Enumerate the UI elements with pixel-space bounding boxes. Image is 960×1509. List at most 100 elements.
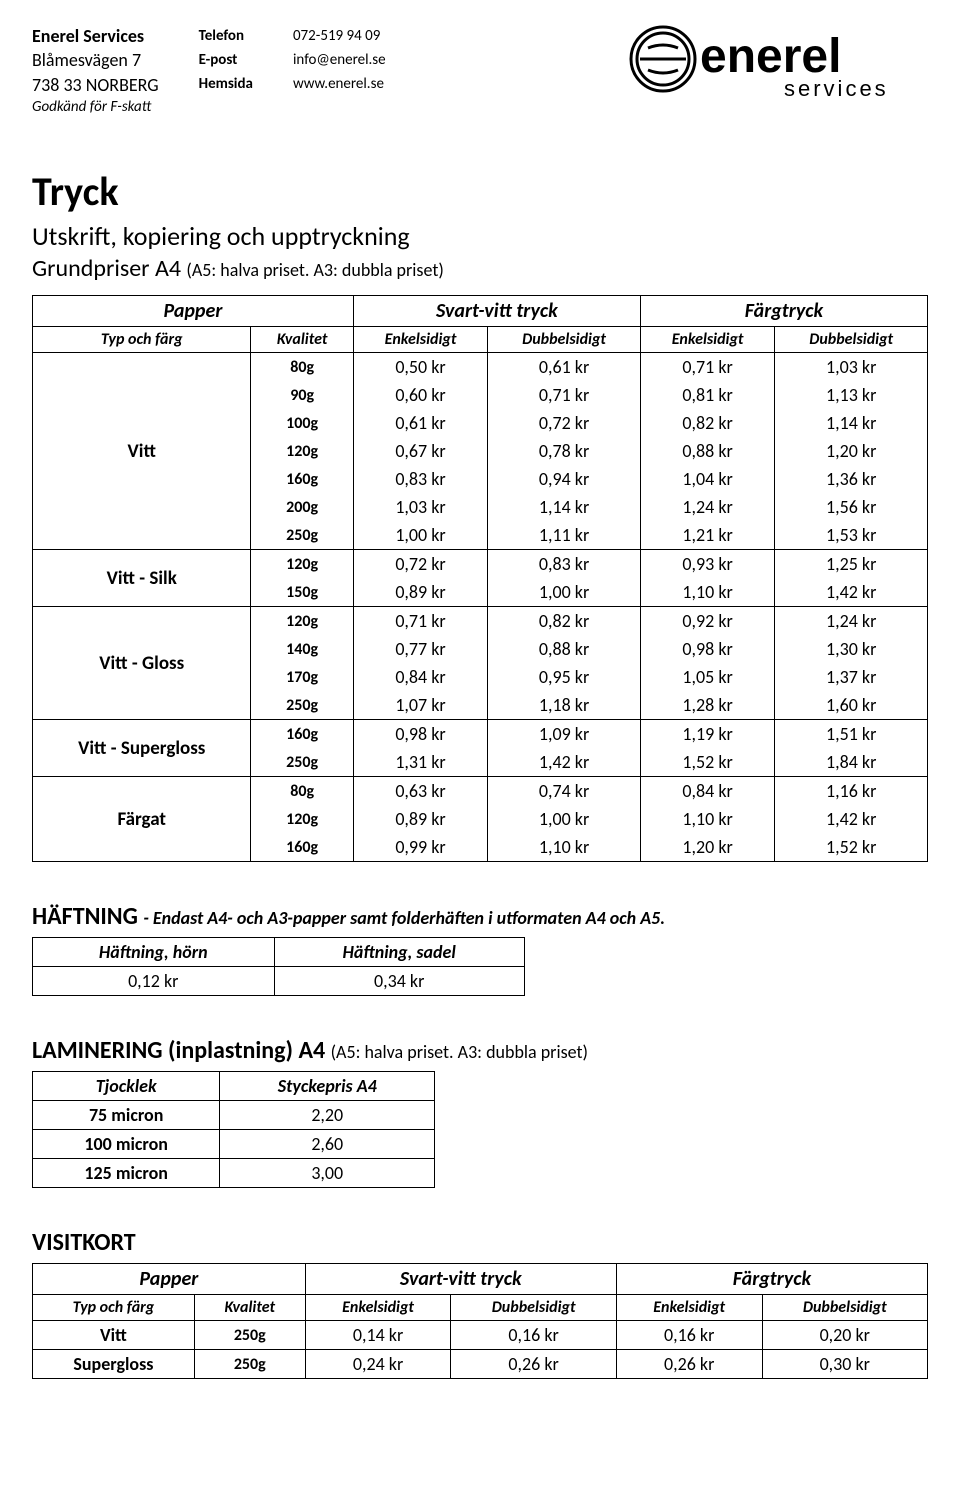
visitkort-title: VISITKORT — [32, 1228, 928, 1257]
subtitle2-main: Grundpriser A4 — [32, 254, 186, 283]
price-cell: 1,10 kr — [640, 805, 774, 833]
visit-h1-2: Svart-vitt tryck — [305, 1264, 616, 1295]
quality-cell: 120g — [251, 437, 353, 465]
subtitle2: Grundpriser A4 (A5: halva priset. A3: du… — [32, 254, 928, 283]
page-header: Enerel Services Blåmesvägen 7 738 33 NOR… — [32, 24, 928, 117]
price-cell: 1,52 kr — [775, 833, 928, 862]
type-cell: Vitt - Gloss — [33, 607, 251, 720]
price-cell: 0,98 kr — [640, 635, 774, 663]
price-cell: 1,19 kr — [640, 720, 774, 749]
quality-cell: 170g — [251, 663, 353, 691]
price-cell: 0,63 kr — [353, 777, 487, 806]
value-phone: 072-519 94 09 — [293, 24, 386, 48]
price-cell: 1,52 kr — [640, 748, 774, 777]
price-cell: 1,04 kr — [640, 465, 774, 493]
price-cell: 1,11 kr — [488, 521, 641, 550]
price-cell: 0,72 kr — [353, 550, 487, 579]
table-row: Vitt80g0,50 kr0,61 kr0,71 kr1,03 kr — [33, 353, 928, 382]
haftning-title-text: HÄFTNING — [32, 902, 143, 931]
price-cell: 1,60 kr — [775, 691, 928, 720]
haftning-h1: Häftning, hörn — [33, 938, 275, 967]
price-cell: 0,81 kr — [640, 381, 774, 409]
price-cell: 1,18 kr — [488, 691, 641, 720]
quality-cell: 140g — [251, 635, 353, 663]
hdr1-farg: Färgtryck — [640, 296, 927, 327]
lam-price-cell: 2,60 — [220, 1130, 435, 1159]
price-cell: 0,72 kr — [488, 409, 641, 437]
type-cell: Vitt — [33, 353, 251, 550]
price-cell: 1,20 kr — [775, 437, 928, 465]
price-table: Papper Svart-vitt tryck Färgtryck Typ oc… — [32, 295, 928, 862]
price-table-header2: Typ och färg Kvalitet Enkelsidigt Dubbel… — [33, 327, 928, 353]
price-cell: 0,20 kr — [762, 1321, 927, 1350]
quality-cell: 80g — [251, 777, 353, 806]
table-row: Vitt - Silk120g0,72 kr0,83 kr0,93 kr1,25… — [33, 550, 928, 579]
price-cell: 0,16 kr — [616, 1321, 762, 1350]
haftning-table: Häftning, hörn Häftning, sadel 0,12 kr 0… — [32, 937, 525, 996]
quality-cell: 250g — [194, 1321, 305, 1350]
price-cell: 1,00 kr — [488, 805, 641, 833]
label-web: Hemsida — [199, 72, 253, 96]
haftning-note: - Endast A4- och A3-papper samt folderhä… — [143, 907, 665, 929]
haftning-header-row: Häftning, hörn Häftning, sadel — [33, 938, 525, 967]
type-cell: Vitt - Supergloss — [33, 720, 251, 777]
quality-cell: 120g — [251, 550, 353, 579]
type-cell: Vitt — [33, 1321, 195, 1350]
lam-thickness-cell: 125 micron — [33, 1159, 220, 1188]
quality-cell: 250g — [251, 521, 353, 550]
price-cell: 0,83 kr — [488, 550, 641, 579]
visit-h2-6: Dubbelsidigt — [762, 1295, 927, 1321]
price-cell: 0,67 kr — [353, 437, 487, 465]
price-cell: 1,03 kr — [353, 493, 487, 521]
price-cell: 1,09 kr — [488, 720, 641, 749]
price-cell: 1,42 kr — [775, 805, 928, 833]
price-cell: 0,78 kr — [488, 437, 641, 465]
lam-thickness-cell: 100 micron — [33, 1130, 220, 1159]
price-cell: 0,71 kr — [488, 381, 641, 409]
price-cell: 0,98 kr — [353, 720, 487, 749]
lam-h2: Styckepris A4 — [220, 1072, 435, 1101]
price-cell: 1,24 kr — [775, 607, 928, 636]
price-cell: 1,21 kr — [640, 521, 774, 550]
hdr2-kvalitet: Kvalitet — [251, 327, 353, 353]
price-cell: 0,26 kr — [616, 1350, 762, 1379]
price-cell: 0,92 kr — [640, 607, 774, 636]
quality-cell: 160g — [251, 720, 353, 749]
laminering-table: Tjocklek Styckepris A4 75 micron2,20100 … — [32, 1071, 435, 1188]
price-cell: 0,61 kr — [353, 409, 487, 437]
price-cell: 1,05 kr — [640, 663, 774, 691]
hdr2-dubbel1: Dubbelsidigt — [488, 327, 641, 353]
value-web: www.enerel.se — [293, 72, 386, 96]
label-email: E-post — [199, 48, 253, 72]
table-row: 75 micron2,20 — [33, 1101, 435, 1130]
price-cell: 1,42 kr — [775, 578, 928, 607]
price-cell: 0,61 kr — [488, 353, 641, 382]
haftning-v2: 0,34 kr — [274, 967, 524, 996]
quality-cell: 200g — [251, 493, 353, 521]
hdr1-svartvitt: Svart-vitt tryck — [353, 296, 640, 327]
price-cell: 1,00 kr — [488, 578, 641, 607]
table-row: 100 micron2,60 — [33, 1130, 435, 1159]
quality-cell: 120g — [251, 805, 353, 833]
price-cell: 1,00 kr — [353, 521, 487, 550]
price-cell: 1,14 kr — [775, 409, 928, 437]
company-fskatt: Godkänd för F-skatt — [32, 97, 159, 117]
price-cell: 0,95 kr — [488, 663, 641, 691]
laminering-title-text: LAMINERING (inplastning) A4 — [32, 1036, 331, 1065]
price-cell: 1,14 kr — [488, 493, 641, 521]
type-cell: Färgat — [33, 777, 251, 862]
price-cell: 0,93 kr — [640, 550, 774, 579]
visit-header1: Papper Svart-vitt tryck Färgtryck — [33, 1264, 928, 1295]
company-addr1: Blåmesvägen 7 — [32, 48, 159, 72]
hdr2-typ: Typ och färg — [33, 327, 251, 353]
company-address: Enerel Services Blåmesvägen 7 738 33 NOR… — [32, 24, 159, 117]
type-cell: Supergloss — [33, 1350, 195, 1379]
quality-cell: 80g — [251, 353, 353, 382]
price-cell: 1,24 kr — [640, 493, 774, 521]
quality-cell: 250g — [251, 748, 353, 777]
label-phone: Telefon — [199, 24, 253, 48]
type-cell: Vitt - Silk — [33, 550, 251, 607]
price-cell: 1,13 kr — [775, 381, 928, 409]
laminering-title: LAMINERING (inplastning) A4 (A5: halva p… — [32, 1036, 928, 1065]
price-cell: 0,71 kr — [353, 607, 487, 636]
